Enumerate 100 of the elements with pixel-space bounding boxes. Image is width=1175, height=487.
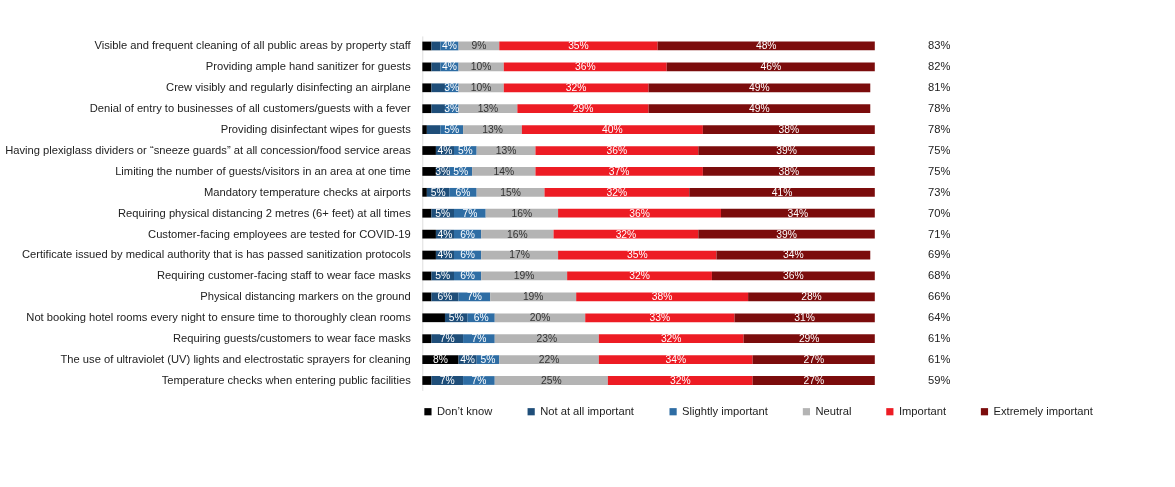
bar — [503, 83, 649, 93]
data-label: 6% — [473, 312, 489, 324]
text: 81% — [928, 81, 951, 94]
bar — [535, 146, 699, 155]
y-tick-label: Having plexiglass dividers or “sneeze guards” at all concession/food service areas — [5, 143, 412, 156]
bar — [422, 229, 436, 239]
data-label: 4% — [442, 40, 457, 52]
data-label: 37% — [608, 165, 630, 177]
data-label: 4% — [437, 228, 453, 240]
y-tick-label: Limiting the number of guests/visitors in an area at one time — [115, 164, 411, 177]
text: 78% — [928, 123, 951, 136]
bar — [422, 125, 427, 134]
bar — [648, 83, 871, 93]
data-label: 5% — [453, 165, 469, 177]
y-tick-label: Physical distancing markers on the ground — [200, 290, 411, 303]
data-label: 15% — [500, 186, 521, 198]
data-label: 10% — [470, 61, 492, 73]
bar — [422, 208, 432, 218]
text: 83% — [928, 39, 951, 52]
bar — [422, 271, 432, 281]
data-label: 10% — [470, 82, 492, 94]
data-label: 38% — [778, 124, 800, 136]
text: 69% — [928, 248, 951, 261]
bar — [494, 376, 608, 385]
data-label: 32% — [669, 374, 691, 386]
text: 71% — [928, 227, 951, 240]
data-label: 32% — [606, 186, 628, 198]
legend-label: Extremely important — [993, 405, 1094, 418]
data-label: 7% — [471, 374, 487, 386]
data-label: 20% — [529, 312, 551, 324]
text: 61% — [928, 353, 951, 366]
text: 68% — [928, 269, 951, 282]
legend-label: Slightly important — [682, 405, 769, 418]
data-label: 6% — [460, 228, 476, 240]
data-label: 39% — [776, 144, 797, 156]
data-label: 36% — [574, 61, 596, 73]
data-label: 19% — [522, 291, 544, 303]
bar — [422, 313, 445, 323]
legend-label: Important — [898, 405, 947, 418]
bar — [422, 41, 432, 51]
data-label: 38% — [651, 291, 673, 303]
bar — [517, 104, 649, 114]
data-label: 13% — [482, 124, 503, 136]
data-label: 33% — [649, 312, 671, 324]
data-label: 5% — [448, 312, 464, 324]
data-label: 27% — [803, 374, 825, 386]
data-label: 41% — [771, 186, 793, 198]
y-tick-label: Certificate issued by medical authority that is has passed sanitization protocols — [22, 248, 412, 261]
bar — [431, 62, 441, 72]
bar — [431, 104, 445, 114]
data-label: 34% — [665, 354, 687, 366]
bar — [494, 334, 599, 344]
bar — [576, 292, 749, 302]
bar — [431, 41, 441, 51]
data-label: 7% — [466, 291, 482, 303]
data-label: 36% — [629, 207, 650, 219]
bar — [553, 229, 699, 239]
data-label: 28% — [801, 291, 822, 303]
data-label: 7% — [439, 333, 455, 345]
bar — [422, 146, 436, 155]
bar — [422, 62, 432, 72]
data-label: 36% — [606, 144, 628, 156]
data-label: 32% — [565, 82, 587, 94]
data-label: 5% — [430, 186, 446, 198]
bar — [698, 229, 875, 239]
text: 66% — [928, 290, 951, 303]
data-label: 48% — [755, 40, 777, 52]
data-label: 16% — [507, 228, 528, 240]
bar — [720, 208, 875, 218]
y-tick-label: Requiring physical distancing 2 metres (6+ feet) at all times — [117, 206, 412, 219]
data-label: 6% — [460, 270, 476, 282]
text: 78% — [928, 102, 951, 115]
bar — [734, 313, 875, 323]
data-label: 17% — [509, 249, 530, 261]
text: 64% — [928, 311, 951, 324]
data-label: 3% — [444, 82, 460, 94]
data-label: 13% — [495, 144, 517, 156]
data-label: 22% — [538, 354, 560, 366]
bar — [607, 376, 753, 385]
data-label: 5% — [444, 124, 460, 136]
text: 75% — [928, 143, 951, 156]
data-label: 32% — [660, 333, 682, 345]
data-label: 31% — [794, 312, 815, 324]
bar — [558, 208, 721, 218]
data-label: 7% — [439, 374, 455, 386]
data-label: 3% — [435, 165, 451, 177]
data-label: 5% — [480, 354, 496, 366]
bar — [585, 313, 735, 323]
data-label: 35% — [568, 40, 589, 52]
text: 59% — [928, 373, 951, 386]
data-label: 19% — [513, 270, 535, 282]
data-label: 29% — [798, 333, 820, 345]
bar — [752, 376, 875, 385]
bar — [431, 83, 445, 93]
bar — [422, 376, 432, 385]
bar — [422, 250, 436, 260]
data-label: 27% — [803, 354, 825, 366]
data-label: 29% — [572, 103, 594, 115]
data-label: 4% — [460, 354, 476, 366]
bar — [748, 292, 875, 302]
